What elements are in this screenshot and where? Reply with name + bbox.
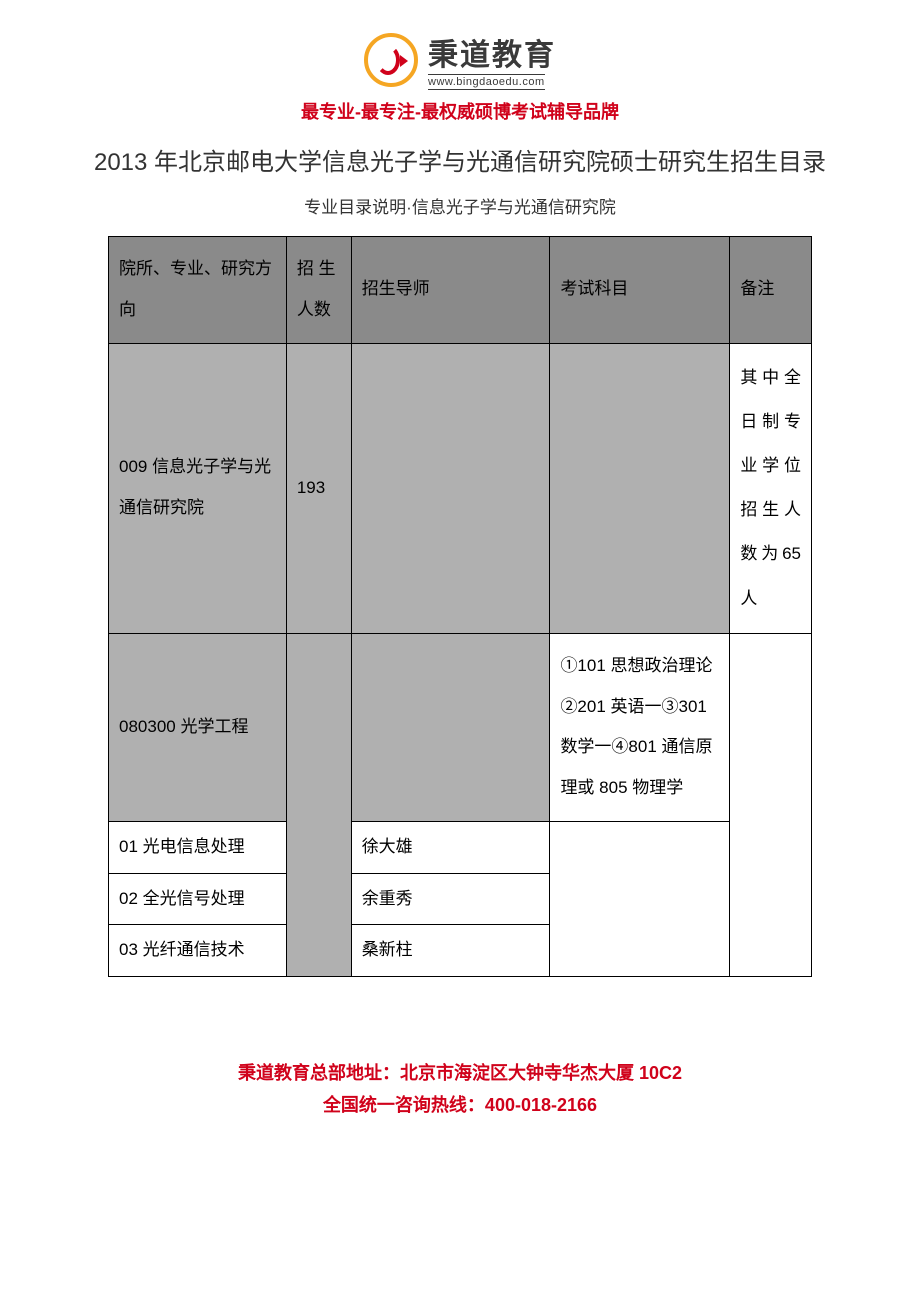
logo-url: www.bingdaoedu.com: [428, 74, 545, 90]
row-direction-2: 02 全光信号处理 余重秀: [109, 873, 812, 925]
logo-icon: [364, 33, 418, 87]
cell-institute-name: 009 信息光子学与光通信研究院: [109, 343, 287, 633]
cell-major-exam: ①101 思想政治理论②201 英语一③301 数学一④801 通信原理或 80…: [550, 633, 730, 821]
cell-major-name: 080300 光学工程: [109, 633, 287, 821]
brand-slogan: 最专业-最专注-最权威硕博考试辅导品牌: [0, 98, 920, 124]
cell-institute-advisor: [351, 343, 550, 633]
table-header-row: 院所、专业、研究方向 招 生人数 招生导师 考试科目 备注: [109, 237, 812, 344]
logo-title: 秉道教育: [428, 30, 556, 74]
row-institute: 009 信息光子学与光通信研究院 193 其中全日制专业学位招生人数为65 人: [109, 343, 812, 633]
th-quota: 招 生人数: [286, 237, 351, 344]
cell-empty: [550, 821, 730, 873]
cell-major-note: [730, 633, 812, 821]
cell-empty: [730, 821, 812, 873]
cell-direction-code: 01 光电信息处理: [109, 821, 287, 873]
row-direction-3: 03 光纤通信技术 桑新柱: [109, 925, 812, 977]
page-title: 2013 年北京邮电大学信息光子学与光通信研究院硕士研究生招生目录: [0, 142, 920, 177]
th-advisor: 招生导师: [351, 237, 550, 344]
cell-empty: [550, 925, 730, 977]
logo-text: 秉道教育 www.bingdaoedu.com: [428, 30, 556, 90]
catalog-table: 院所、专业、研究方向 招 生人数 招生导师 考试科目 备注 009 信息光子学与…: [108, 236, 812, 977]
footer-address: 秉道教育总部地址：北京市海淀区大钟寺华杰大厦 10C2: [0, 1057, 920, 1089]
th-exam: 考试科目: [550, 237, 730, 344]
cell-institute-quota: 193: [286, 343, 351, 633]
row-direction-1: 01 光电信息处理 徐大雄: [109, 821, 812, 873]
cell-major-quota: [286, 633, 351, 821]
catalog-table-wrap: 院所、专业、研究方向 招 生人数 招生导师 考试科目 备注 009 信息光子学与…: [0, 236, 920, 977]
row-major: 080300 光学工程 ①101 思想政治理论②201 英语一③301 数学一④…: [109, 633, 812, 821]
cell-empty: [730, 925, 812, 977]
cell-major-advisor: [351, 633, 550, 821]
cell-empty: [730, 873, 812, 925]
cell-direction-code: 02 全光信号处理: [109, 873, 287, 925]
page-subtitle: 专业目录说明·信息光子学与光通信研究院: [0, 193, 920, 218]
th-note: 备注: [730, 237, 812, 344]
cell-direction-advisor: 余重秀: [351, 873, 550, 925]
cell-empty: [286, 925, 351, 977]
cell-institute-note: 其中全日制专业学位招生人数为65 人: [730, 343, 812, 633]
brand-header: 秉道教育 www.bingdaoedu.com: [0, 30, 920, 90]
cell-direction-code: 03 光纤通信技术: [109, 925, 287, 977]
cell-institute-exam: [550, 343, 730, 633]
cell-direction-advisor: 桑新柱: [351, 925, 550, 977]
cell-direction-advisor: 徐大雄: [351, 821, 550, 873]
page-footer: 秉道教育总部地址：北京市海淀区大钟寺华杰大厦 10C2 全国统一咨询热线：400…: [0, 1057, 920, 1122]
cell-empty: [550, 873, 730, 925]
cell-empty: [286, 821, 351, 873]
footer-hotline: 全国统一咨询热线：400-018-2166: [0, 1089, 920, 1121]
th-department: 院所、专业、研究方向: [109, 237, 287, 344]
cell-empty: [286, 873, 351, 925]
